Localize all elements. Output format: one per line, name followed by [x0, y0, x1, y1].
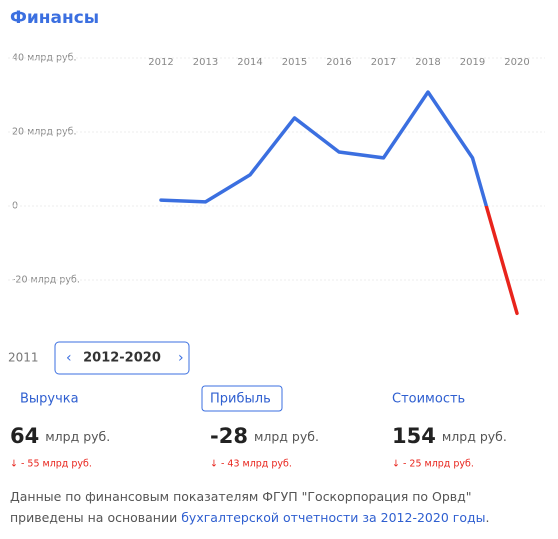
metric-unit: млрд руб. [45, 429, 110, 444]
metric-change: ↓ - 25 млрд руб. [392, 459, 474, 470]
x-tick-label: 2015 [282, 57, 307, 68]
metric-label[interactable]: Выручка [20, 392, 79, 407]
x-tick-label: 2020 [504, 57, 529, 68]
period-range: 2012-2020 [83, 351, 161, 366]
footer: Данные по финансовым показателям ФГУП "Г… [10, 486, 540, 528]
footer-link[interactable]: бухгалтерской отчетности за 2012-2020 го… [181, 510, 486, 525]
footer-end: . [485, 510, 490, 525]
metric-value: -28 млрд руб. [210, 424, 319, 448]
chart: Финансы 2011 ‹ › 2012-2020 40 млрд руб.2… [8, 8, 545, 470]
prev-period[interactable]: 2011 [8, 351, 39, 365]
footer-text: Данные по финансовым показателям ФГУП "Г… [10, 489, 472, 525]
x-tick-label: 2019 [460, 57, 485, 68]
x-tick-label: 2012 [148, 57, 173, 68]
x-tick-label: 2017 [371, 57, 396, 68]
metric-number: -28 [210, 424, 248, 448]
metric-label[interactable]: Прибыль [210, 392, 271, 407]
metric-unit: млрд руб. [254, 429, 319, 444]
metric-change: ↓ - 55 млрд руб. [10, 459, 92, 470]
metric-value: 64 млрд руб. [10, 424, 110, 448]
metric-number: 64 [10, 424, 39, 448]
line [159, 90, 519, 316]
metric-change: ↓ - 43 млрд руб. [210, 459, 292, 470]
x-tick-label: 2013 [193, 57, 218, 68]
x-tick-label: 2018 [415, 57, 440, 68]
metric-number: 154 [392, 424, 436, 448]
prev-arrow[interactable]: ‹ [66, 350, 72, 366]
x-tick-label: 2014 [237, 57, 262, 68]
x-tick-label: 2016 [326, 57, 351, 68]
metric-value: 154 млрд руб. [392, 424, 507, 448]
period-button[interactable] [54, 341, 190, 375]
title: Финансы [10, 8, 99, 28]
y-tick-label: 0 [12, 201, 18, 212]
metric-unit: млрд руб. [442, 429, 507, 444]
next-arrow[interactable]: › [178, 350, 184, 366]
selected-metric[interactable] [201, 385, 283, 412]
metric-label[interactable]: Стоимость [392, 392, 465, 407]
